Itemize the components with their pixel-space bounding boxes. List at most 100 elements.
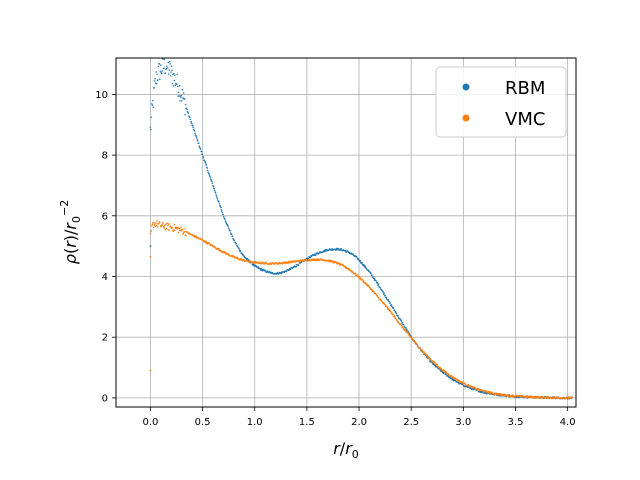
data-point xyxy=(180,96,182,99)
data-point xyxy=(174,229,176,232)
data-point xyxy=(154,225,157,228)
data-point xyxy=(168,69,170,71)
data-point xyxy=(216,198,219,200)
data-point xyxy=(171,226,174,229)
data-point xyxy=(283,262,286,265)
data-point xyxy=(166,65,168,67)
data-point xyxy=(176,228,178,230)
data-point xyxy=(172,230,175,232)
data-point xyxy=(215,195,218,197)
data-point xyxy=(189,116,191,119)
data-point xyxy=(532,397,534,399)
data-point xyxy=(395,312,398,315)
data-point xyxy=(313,258,315,260)
data-point xyxy=(186,108,188,111)
data-point xyxy=(190,121,193,123)
data-point xyxy=(301,259,304,261)
data-point xyxy=(187,112,190,114)
data-point xyxy=(226,223,229,226)
data-point xyxy=(167,67,169,69)
data-point xyxy=(157,79,159,81)
data-point xyxy=(405,327,407,329)
data-point xyxy=(311,259,314,262)
data-point xyxy=(180,94,183,97)
data-point xyxy=(362,280,365,282)
data-point xyxy=(182,97,185,99)
data-point xyxy=(197,140,199,142)
data-point xyxy=(165,227,168,230)
data-point xyxy=(406,329,408,331)
data-point xyxy=(239,250,242,252)
data-point xyxy=(393,309,396,312)
data-point xyxy=(319,259,321,262)
data-point xyxy=(377,296,380,299)
legend-marker-vmc xyxy=(462,114,470,122)
data-point xyxy=(368,285,370,287)
data-point xyxy=(211,180,213,183)
data-point xyxy=(419,347,422,349)
data-point xyxy=(546,397,549,400)
data-point xyxy=(152,221,154,224)
data-point xyxy=(402,326,404,328)
data-point xyxy=(427,355,430,358)
data-point xyxy=(507,395,510,398)
data-point xyxy=(385,297,388,299)
data-point xyxy=(233,239,236,241)
data-point xyxy=(384,294,386,297)
data-point xyxy=(224,219,226,221)
data-point xyxy=(191,124,194,127)
data-point xyxy=(155,82,158,85)
data-point xyxy=(389,309,391,311)
data-point xyxy=(155,71,157,73)
data-point xyxy=(202,155,204,158)
data-point xyxy=(370,273,372,275)
data-point xyxy=(387,299,390,301)
data-point xyxy=(218,248,221,250)
data-point xyxy=(502,393,504,395)
data-point xyxy=(209,177,212,179)
data-point xyxy=(200,150,203,153)
data-point xyxy=(163,227,165,230)
y-tick-label: 0 xyxy=(102,393,108,404)
data-point xyxy=(278,261,281,264)
data-point xyxy=(177,91,180,94)
data-point xyxy=(264,262,266,265)
data-point xyxy=(395,317,397,319)
data-point xyxy=(190,122,193,125)
data-point xyxy=(216,197,218,199)
data-point xyxy=(276,271,279,274)
data-point xyxy=(219,205,222,208)
data-point xyxy=(176,85,179,88)
data-point xyxy=(229,230,231,232)
data-point xyxy=(392,313,394,316)
outlier-point xyxy=(149,369,152,372)
data-point xyxy=(154,77,156,80)
data-point xyxy=(485,390,487,392)
data-point xyxy=(206,240,208,243)
data-point xyxy=(202,157,205,159)
data-point xyxy=(162,222,164,225)
data-point xyxy=(309,256,312,259)
data-point xyxy=(394,316,396,318)
data-point xyxy=(410,337,413,339)
data-point xyxy=(289,260,291,262)
legend-box xyxy=(435,66,567,138)
data-point xyxy=(538,397,541,400)
data-point xyxy=(352,253,354,255)
data-point xyxy=(482,389,484,392)
data-point xyxy=(231,235,234,237)
data-point xyxy=(155,224,158,227)
data-layer xyxy=(149,58,574,400)
data-point xyxy=(359,277,362,279)
data-point xyxy=(213,188,216,190)
data-point xyxy=(285,270,288,273)
x-tick-label: 4.0 xyxy=(560,417,576,428)
data-point xyxy=(184,103,187,106)
data-point xyxy=(150,128,152,131)
y-tick-label: 4 xyxy=(102,272,108,283)
data-point xyxy=(168,60,171,63)
data-point xyxy=(467,384,470,387)
data-point xyxy=(370,287,372,290)
data-point xyxy=(234,241,237,244)
